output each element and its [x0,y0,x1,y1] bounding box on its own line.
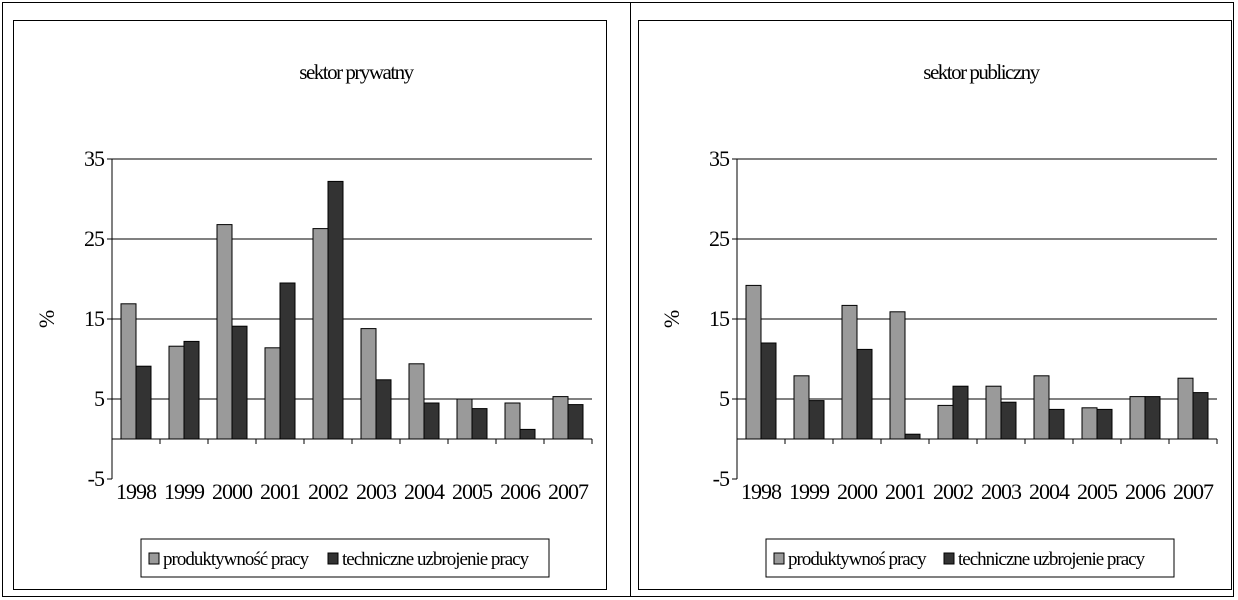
legend-label-equipment: techniczne uzbrojenie pracy [958,549,1146,570]
bar-equipment-2006 [1144,396,1161,440]
bar-productivity-2002 [937,404,954,440]
bar-equipment-2003 [375,379,392,440]
bar-equipment-1999 [808,400,825,440]
bar-productivity-2006 [504,402,521,440]
legend-label-productivity: produktywnoś pracy [788,549,927,570]
y-tick-label: 25 [709,226,730,251]
bar-equipment-1998 [135,365,152,440]
chart-title: sektor publiczny [923,60,1040,84]
x-tick-label: 1998 [116,479,157,504]
y-axis-label: % [34,310,59,328]
bar-equipment-2005 [471,408,488,440]
x-tick-label: 2005 [452,479,493,504]
bar-productivity-2007 [552,396,569,440]
x-tick-label: 2002 [933,479,973,504]
bar-productivity-2000 [841,304,858,440]
bar-equipment-2002 [327,180,344,440]
legend-swatch-equipment [943,552,955,565]
public-sector-chart: sektor publiczny 35 25 15 5 -5% 1998 1999 2000 20… [659,60,1218,578]
x-tick-label: 2000 [212,479,253,504]
bar-productivity-1999 [793,375,810,440]
y-tick-label: 15 [709,306,730,331]
x-tick-label: 2003 [356,479,397,504]
bar-productivity-2005 [456,398,473,440]
x-tick-label: 2005 [1077,479,1118,504]
bar-equipment-2007 [1192,392,1209,440]
chart-title: sektor prywatny [299,60,414,84]
x-tick-label: 2001 [885,479,925,504]
bar-productivity-2005 [1081,407,1098,440]
bar-productivity-2007 [1177,377,1194,440]
legend-label-productivity: produktywność pracy [163,549,310,570]
bar-productivity-2003 [360,328,377,440]
bar-productivity-2004 [408,363,425,440]
bar-equipment-2000 [856,348,873,440]
x-tick-label: 1999 [164,479,205,504]
bar-equipment-2002 [952,385,969,440]
bar-equipment-2004 [423,402,440,440]
panel-divider [630,2,631,597]
x-tick-label: 2007 [548,479,589,504]
legend: produktywnoś pracy techniczne uzbrojenie … [765,538,1175,578]
y-axis-label: % [659,310,684,328]
bar-equipment-2004 [1048,408,1065,440]
bar-productivity-2006 [1129,396,1146,440]
x-tick-label: 2002 [308,479,348,504]
bar-productivity-1999 [168,345,185,440]
x-tick-label: 2007 [1173,479,1214,504]
bar-productivity-2003 [985,385,1002,440]
legend: produktywność pracy techniczne uzbrojenie… [140,538,550,578]
y-tick-label: -5 [88,466,105,491]
y-tick-label: 15 [84,306,105,331]
bar-equipment-1998 [760,342,777,440]
legend-swatch-productivity [148,552,160,565]
x-tick-label: 2006 [500,479,541,504]
y-tick-label: 5 [719,386,730,411]
bar-equipment-2006 [519,428,536,440]
private-sector-chart: sektor prywatny 35 25 15 5 -5% 1998 1999 2000 200… [34,60,593,578]
private-sector-chart-panel: sektor prywatny 35 25 15 5 -5% 1998 1999 2000 200… [13,20,607,590]
x-tick-label: 2004 [404,479,445,504]
bar-equipment-2003 [1000,401,1017,440]
y-tick-label: -5 [713,466,730,491]
legend-label-equipment: techniczne uzbrojenie pracy [342,549,530,570]
x-tick-label: 2003 [981,479,1022,504]
bar-equipment-2000 [231,325,248,440]
bar-equipment-2005 [1096,408,1113,440]
public-sector-chart-panel: sektor publiczny 35 25 15 5 -5% 1998 1999 2000 20… [638,20,1232,590]
bar-equipment-2001 [279,282,296,440]
bar-productivity-2000 [216,224,233,440]
y-tick-label: 25 [84,226,105,251]
x-tick-label: 2001 [260,479,300,504]
bar-productivity-2004 [1033,375,1050,440]
y-tick-label: 35 [709,146,730,171]
legend-swatch-equipment [327,552,339,565]
bar-equipment-2001 [904,433,921,440]
legend-swatch-productivity [773,552,785,565]
x-tick-label: 1998 [741,479,782,504]
bar-productivity-1998 [120,303,137,440]
x-tick-label: 2000 [837,479,878,504]
bar-equipment-2007 [567,404,584,440]
legend-box [765,538,1175,578]
bar-productivity-2002 [312,228,329,440]
bar-productivity-2001 [889,311,906,440]
x-tick-label: 1999 [789,479,830,504]
bar-equipment-1999 [183,340,200,440]
legend-box [140,538,550,578]
x-tick-label: 2004 [1029,479,1070,504]
bar-productivity-1998 [745,284,762,440]
y-tick-label: 5 [94,386,105,411]
bar-productivity-2001 [264,347,281,440]
x-tick-label: 2006 [1125,479,1166,504]
y-tick-label: 35 [84,146,105,171]
